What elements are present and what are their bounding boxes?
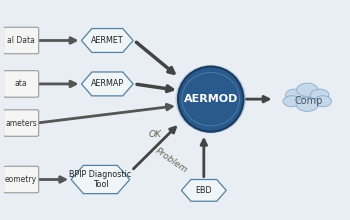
Circle shape (297, 83, 318, 96)
Polygon shape (71, 165, 130, 194)
Text: ameters: ameters (5, 119, 37, 128)
Text: BPIP Diagnostic
Tool: BPIP Diagnostic Tool (69, 170, 132, 189)
FancyBboxPatch shape (4, 110, 39, 136)
Circle shape (296, 97, 318, 111)
Circle shape (283, 96, 300, 107)
Circle shape (310, 89, 329, 101)
Text: AERMET: AERMET (91, 36, 124, 45)
FancyBboxPatch shape (4, 71, 39, 97)
Text: eometry: eometry (5, 175, 37, 184)
Ellipse shape (178, 67, 244, 132)
Text: EBD: EBD (196, 186, 212, 195)
Text: OK: OK (149, 130, 162, 139)
Text: Comp: Comp (295, 96, 323, 106)
Circle shape (286, 89, 304, 101)
Polygon shape (82, 72, 133, 96)
Ellipse shape (175, 65, 246, 133)
Polygon shape (82, 29, 133, 52)
Text: AERMOD: AERMOD (183, 94, 238, 104)
FancyBboxPatch shape (4, 166, 39, 193)
Text: ata: ata (15, 79, 27, 88)
Text: AERMAP: AERMAP (91, 79, 124, 88)
Polygon shape (181, 180, 226, 201)
Text: Problem: Problem (153, 147, 189, 175)
FancyBboxPatch shape (4, 27, 39, 54)
Circle shape (314, 96, 331, 107)
Text: al Data: al Data (7, 36, 35, 45)
